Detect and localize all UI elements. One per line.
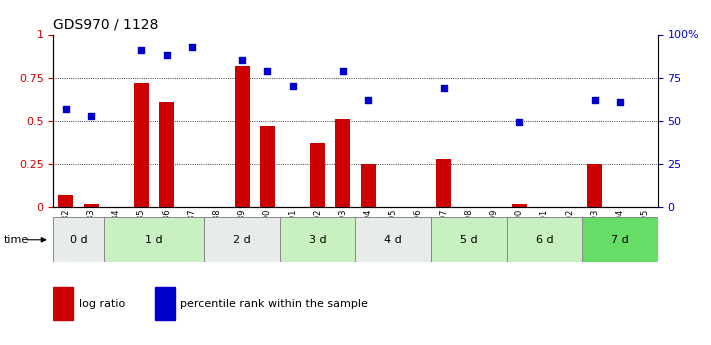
Text: 4 d: 4 d — [385, 235, 402, 245]
Point — [589, 97, 600, 103]
Text: 6 d: 6 d — [535, 235, 553, 245]
Point — [614, 99, 626, 105]
Bar — [53, 217, 104, 262]
Bar — [84, 204, 99, 207]
Bar — [310, 143, 325, 207]
Bar — [360, 164, 375, 207]
Text: 2 d: 2 d — [233, 235, 251, 245]
Text: 5 d: 5 d — [460, 235, 478, 245]
Point — [262, 68, 273, 73]
Text: percentile rank within the sample: percentile rank within the sample — [181, 299, 368, 308]
Text: 3 d: 3 d — [309, 235, 326, 245]
Bar — [134, 83, 149, 207]
Text: 7 d: 7 d — [611, 235, 629, 245]
Bar — [336, 119, 351, 207]
Bar — [235, 66, 250, 207]
Text: GDS970 / 1128: GDS970 / 1128 — [53, 18, 159, 32]
Point — [186, 44, 198, 49]
Point — [363, 97, 374, 103]
Bar — [582, 217, 658, 262]
Text: 1 d: 1 d — [145, 235, 163, 245]
Point — [85, 113, 97, 118]
Point — [136, 47, 147, 53]
Point — [438, 85, 449, 91]
Bar — [512, 204, 527, 207]
Bar — [431, 217, 506, 262]
Bar — [280, 217, 356, 262]
Bar — [155, 287, 175, 320]
Text: time: time — [4, 235, 29, 245]
Bar — [436, 159, 451, 207]
Bar — [159, 102, 174, 207]
Bar — [205, 217, 280, 262]
Bar — [587, 164, 602, 207]
Bar — [104, 217, 205, 262]
Bar — [260, 126, 275, 207]
Bar — [58, 195, 73, 207]
Text: log ratio: log ratio — [79, 299, 125, 308]
Bar — [53, 287, 73, 320]
Point — [60, 106, 72, 111]
Bar — [506, 217, 582, 262]
Bar — [356, 217, 431, 262]
Point — [287, 83, 298, 89]
Text: 0 d: 0 d — [70, 235, 87, 245]
Point — [337, 68, 348, 73]
Point — [513, 120, 525, 125]
Point — [237, 58, 248, 63]
Point — [161, 52, 172, 58]
